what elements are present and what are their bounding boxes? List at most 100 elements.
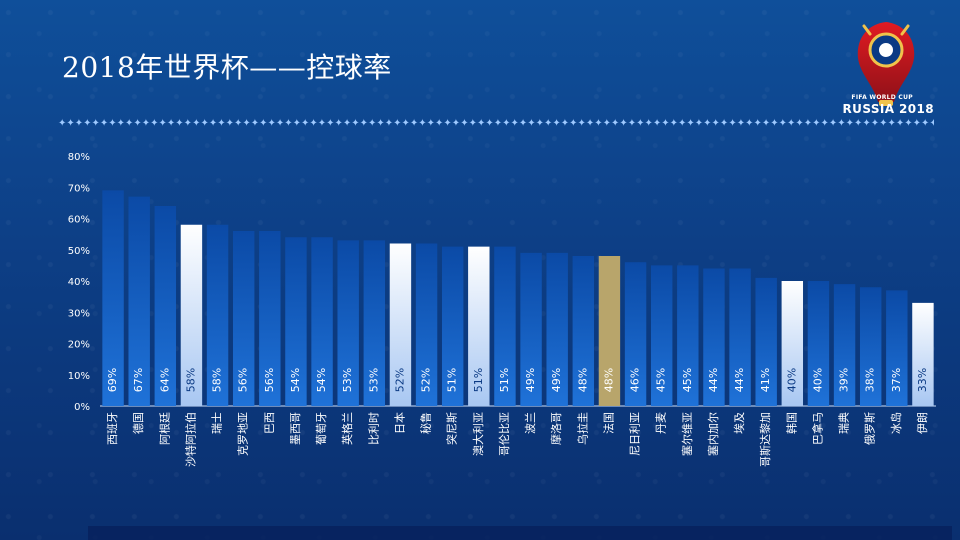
bar bbox=[703, 268, 725, 406]
bar bbox=[598, 256, 621, 406]
bar-value-label: 64% bbox=[158, 368, 171, 392]
bar bbox=[912, 302, 934, 407]
page-title: 2018年世界杯——控球率 bbox=[62, 51, 392, 84]
bar bbox=[232, 231, 255, 406]
bar bbox=[833, 284, 856, 407]
y-tick-label: 50% bbox=[68, 246, 90, 257]
bar bbox=[441, 246, 464, 407]
bar bbox=[729, 268, 751, 406]
bar bbox=[154, 206, 177, 406]
bar-value-label: 49% bbox=[524, 368, 537, 392]
bar bbox=[546, 252, 568, 407]
category-label: 法国 bbox=[601, 412, 615, 434]
bar bbox=[102, 190, 124, 407]
logo-title: RUSSIA 2018 bbox=[842, 102, 934, 116]
y-tick-label: 0% bbox=[74, 402, 90, 413]
y-tick-label: 20% bbox=[68, 340, 90, 351]
bar-value-label: 49% bbox=[550, 368, 563, 392]
category-label: 日本 bbox=[392, 412, 406, 434]
y-tick-label: 10% bbox=[68, 371, 90, 382]
y-tick-label: 70% bbox=[68, 183, 90, 194]
bar-value-label: 38% bbox=[864, 368, 877, 392]
world-cup-trophy-logo-icon bbox=[857, 22, 915, 106]
bar-value-label: 54% bbox=[315, 368, 328, 392]
bar bbox=[677, 265, 699, 407]
bar-value-label: 40% bbox=[811, 368, 824, 392]
category-label: 墨西哥 bbox=[289, 412, 302, 445]
category-label: 埃及 bbox=[732, 412, 746, 434]
bar bbox=[781, 281, 804, 406]
category-label: 葡萄牙 bbox=[315, 412, 328, 445]
bar bbox=[572, 256, 595, 406]
category-label: 巴西 bbox=[263, 412, 276, 434]
bar-value-label: 53% bbox=[341, 368, 354, 392]
bar-value-label: 44% bbox=[733, 368, 746, 392]
bar bbox=[259, 231, 281, 406]
bar-value-label: 44% bbox=[707, 368, 720, 392]
bar-value-label: 53% bbox=[367, 368, 380, 392]
bar bbox=[624, 262, 647, 406]
bar-value-label: 58% bbox=[184, 368, 197, 392]
category-label: 韩国 bbox=[784, 412, 798, 434]
bar-value-label: 54% bbox=[289, 368, 302, 392]
bar-value-label: 67% bbox=[132, 368, 145, 392]
bar-value-label: 41% bbox=[759, 368, 772, 392]
bar-value-label: 40% bbox=[785, 368, 798, 392]
bar-value-label: 48% bbox=[576, 368, 589, 392]
category-label: 克罗地亚 bbox=[237, 412, 250, 456]
bar-value-label: 58% bbox=[211, 368, 224, 392]
category-label: 哥伦比亚 bbox=[497, 412, 511, 456]
category-label: 瑞士 bbox=[210, 412, 224, 434]
bar-value-label: 56% bbox=[237, 368, 250, 392]
category-label: 西班牙 bbox=[106, 412, 119, 445]
bar-value-label: 45% bbox=[681, 368, 694, 392]
category-label: 哥斯达黎加 bbox=[758, 412, 772, 467]
category-label: 秘鲁 bbox=[419, 412, 433, 434]
bar bbox=[337, 240, 359, 407]
bar bbox=[468, 246, 490, 407]
bar bbox=[807, 281, 830, 406]
bar-value-label: 51% bbox=[472, 368, 485, 392]
bar bbox=[415, 243, 438, 406]
bar-value-label: 46% bbox=[629, 368, 642, 392]
bar bbox=[886, 290, 908, 407]
bar bbox=[859, 287, 882, 406]
category-label: 巴拿马 bbox=[810, 412, 824, 445]
bar bbox=[180, 224, 203, 406]
bar-value-label: 56% bbox=[263, 368, 276, 392]
bar bbox=[755, 277, 777, 407]
category-label: 俄罗斯 bbox=[864, 412, 877, 445]
category-label: 沙特阿拉伯 bbox=[183, 412, 197, 467]
bar-value-label: 51% bbox=[498, 368, 511, 392]
category-label: 塞尔维亚 bbox=[680, 412, 694, 456]
star-divider: ✦✦✦✦✦✦✦✦✦✦✦✦✦✦✦✦✦✦✦✦✦✦✦✦✦✦✦✦✦✦✦✦✦✦✦✦✦✦✦✦… bbox=[58, 118, 934, 129]
category-label: 摩洛哥 bbox=[549, 412, 563, 445]
bar bbox=[363, 240, 386, 407]
bar bbox=[494, 246, 516, 407]
bar bbox=[206, 224, 229, 406]
bar bbox=[285, 237, 307, 406]
category-label: 比利时 bbox=[367, 412, 380, 445]
y-tick-label: 60% bbox=[68, 215, 90, 226]
bar bbox=[650, 265, 673, 407]
bar-value-label: 51% bbox=[446, 368, 459, 392]
category-label: 乌拉圭 bbox=[575, 412, 589, 445]
bar bbox=[389, 243, 412, 406]
y-tick-label: 40% bbox=[68, 277, 90, 288]
bar-value-label: 52% bbox=[420, 368, 433, 392]
bar bbox=[311, 237, 333, 406]
bar-value-label: 48% bbox=[602, 368, 615, 392]
category-label: 澳大利亚 bbox=[471, 412, 485, 456]
category-label: 德国 bbox=[131, 412, 145, 434]
category-label: 英格兰 bbox=[340, 412, 354, 445]
category-label: 冰岛 bbox=[889, 412, 903, 434]
category-label: 尼日利亚 bbox=[629, 412, 642, 456]
bar-value-label: 45% bbox=[655, 368, 668, 392]
bar-value-label: 52% bbox=[393, 368, 406, 392]
category-label: 波兰 bbox=[524, 412, 537, 434]
y-tick-label: 80% bbox=[68, 152, 90, 163]
y-tick-label: 30% bbox=[68, 308, 90, 319]
footer-band bbox=[88, 526, 952, 540]
category-label: 突尼斯 bbox=[445, 412, 459, 445]
